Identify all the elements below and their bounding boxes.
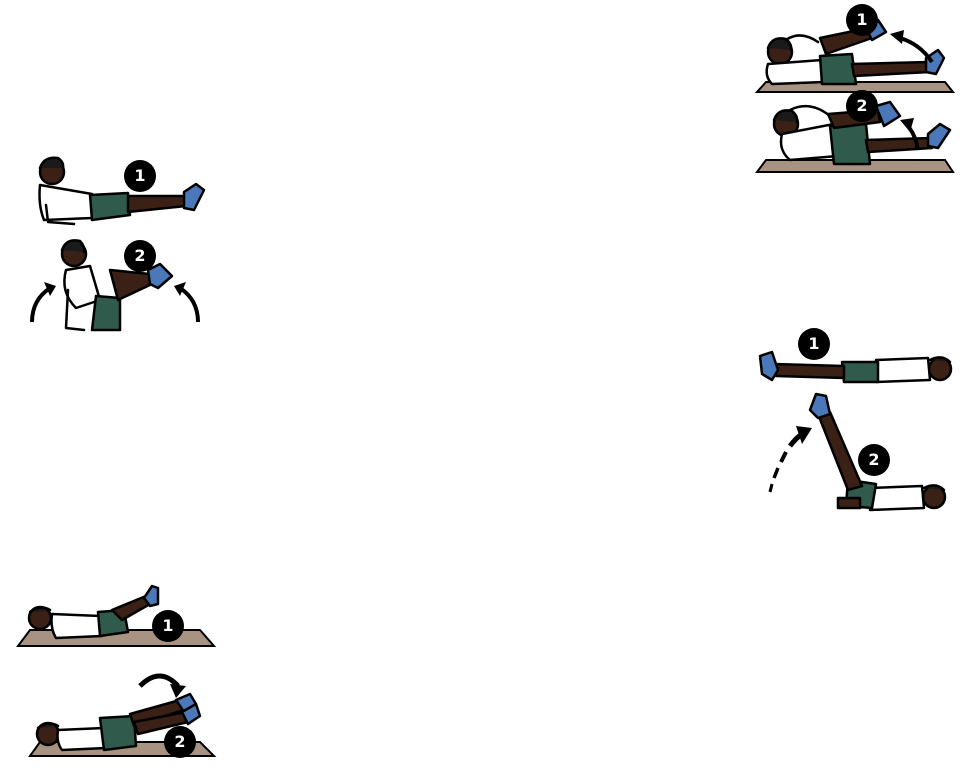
- step-badge: 2: [164, 726, 196, 758]
- step-badge: 1: [124, 160, 156, 192]
- step-badge: 1: [846, 4, 878, 36]
- step-badge: 1: [152, 610, 184, 642]
- step-badge: 2: [124, 240, 156, 272]
- step-badge: 2: [858, 444, 890, 476]
- step-badge: 1: [798, 328, 830, 360]
- step-badge: 2: [846, 90, 878, 122]
